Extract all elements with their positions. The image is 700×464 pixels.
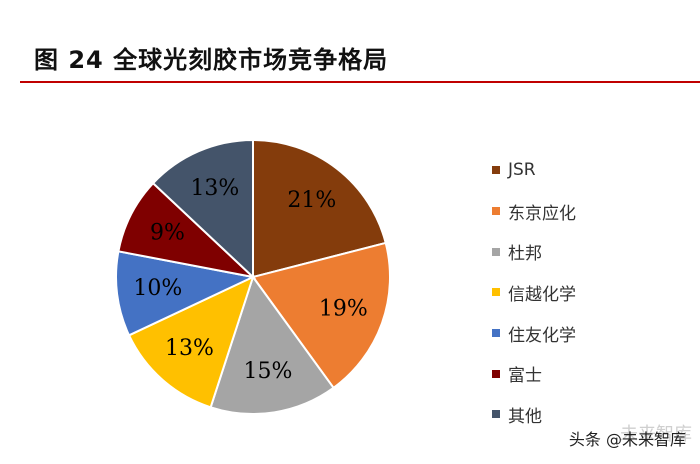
pie-label-2: 15%: [244, 359, 293, 384]
pie-slice-0: [252, 138, 387, 279]
pie-slice-4: [115, 250, 257, 337]
legend-label: 杜邦: [508, 244, 542, 265]
legend-label: 其他: [508, 406, 542, 427]
legend-item-3: 信越化学: [492, 272, 576, 313]
legend-label: 信越化学: [508, 284, 576, 305]
legend-swatch: [492, 207, 500, 216]
pie-slices: [115, 138, 391, 415]
legend-swatch: [492, 369, 500, 378]
pie-slice-2: [209, 274, 335, 415]
legend-swatch: [492, 247, 500, 256]
title-divider: [20, 81, 700, 83]
pie-labels: 21%19%15%13%10%9%13%: [133, 176, 367, 384]
pie-label-6: 13%: [190, 176, 239, 201]
legend-swatch: [492, 166, 500, 175]
pie-label-4: 10%: [133, 276, 182, 301]
faint-watermark: 未来智库: [620, 424, 692, 445]
legend-swatch: [492, 329, 500, 338]
legend-item-2: 杜邦: [492, 231, 576, 272]
legend-item-0: JSR: [492, 150, 576, 191]
pie-label-3: 13%: [165, 336, 214, 361]
chart-title: 图 24 全球光刻胶市场竞争格局: [34, 46, 389, 74]
watermark: 头条 @未来智库: [569, 426, 686, 450]
pie-slice-6: [151, 138, 254, 280]
legend-label: 东京应化: [508, 203, 576, 224]
legend-label: 住友化学: [508, 325, 576, 346]
watermark-text: 头条 @未来智库: [568, 430, 686, 449]
legend-swatch: [492, 288, 500, 297]
legend-swatch: [492, 410, 500, 419]
legend-item-1: 东京应化: [492, 191, 576, 232]
legend-item-5: 富士: [492, 353, 576, 394]
legend-label: 富士: [508, 366, 542, 387]
chart-legend: JSR 东京应化杜邦信越化学住友化学富士其他: [492, 150, 576, 435]
legend-item-6: 其他: [492, 394, 576, 435]
pie-label-0: 21%: [287, 188, 336, 213]
pie-slice-3: [127, 275, 255, 409]
legend-item-4: 住友化学: [492, 313, 576, 354]
pie-label-1: 19%: [319, 297, 368, 322]
pie-label-5: 9%: [150, 220, 185, 245]
legend-label: JSR: [508, 160, 536, 181]
pie-slice-1: [251, 241, 391, 390]
